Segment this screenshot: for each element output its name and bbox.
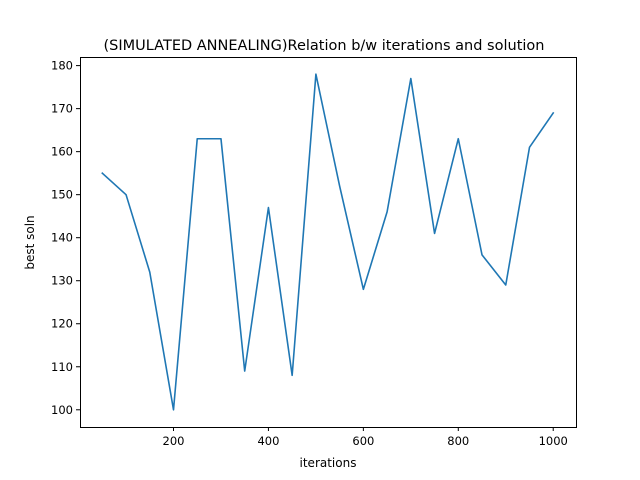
y-tick-label: 100 (51, 403, 73, 417)
y-tick-label: 170 (51, 102, 73, 116)
x-tick-label: 600 (352, 434, 374, 448)
x-tick-label: 400 (257, 434, 279, 448)
series-line (101, 73, 555, 411)
y-tick-label: 110 (51, 360, 73, 374)
y-axis-label: best soln (23, 215, 37, 269)
x-axis-label: iterations (300, 456, 357, 470)
y-tick-label: 150 (51, 188, 73, 202)
x-tick-label: 800 (447, 434, 469, 448)
y-tick-label: 130 (51, 274, 73, 288)
plot-area: 200 400 600 800 1000 100 110 120 130 140 150 160 170… (51, 59, 568, 448)
y-tick-label: 140 (51, 231, 73, 245)
x-tick-label: 200 (163, 434, 185, 448)
axes-frame (80, 57, 577, 428)
chart-title: (SIMULATED ANNEALING)Relation b/w iterat… (104, 38, 545, 54)
x-tick-label: 1000 (539, 434, 568, 448)
y-tick-label: 180 (51, 59, 73, 73)
y-tick-label: 160 (51, 145, 73, 159)
y-tick-label: 120 (51, 317, 73, 331)
